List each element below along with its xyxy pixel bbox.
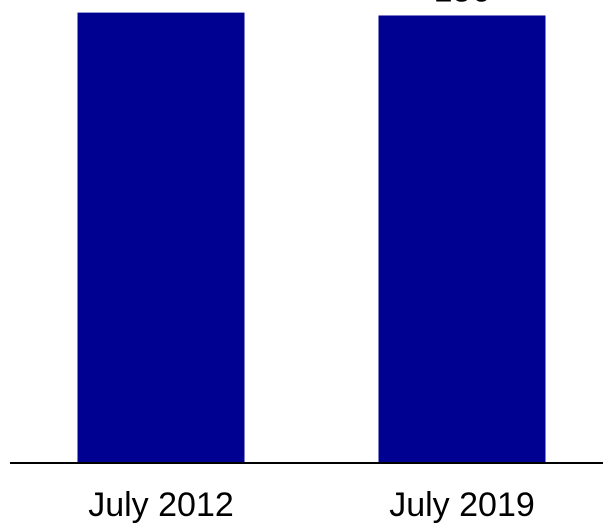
x-tick-label-1: July 2012 xyxy=(88,486,234,524)
data-label-2: 156 xyxy=(434,0,491,9)
bar-1 xyxy=(77,12,245,463)
value-labels-layer: 157 156 xyxy=(133,0,491,9)
bars-layer xyxy=(77,12,546,463)
data-label-1: 157 xyxy=(133,0,190,7)
bar-2 xyxy=(378,15,546,463)
tick-labels-layer: July 2012 July 2019 xyxy=(88,486,535,524)
x-tick-label-2: July 2019 xyxy=(389,486,535,524)
